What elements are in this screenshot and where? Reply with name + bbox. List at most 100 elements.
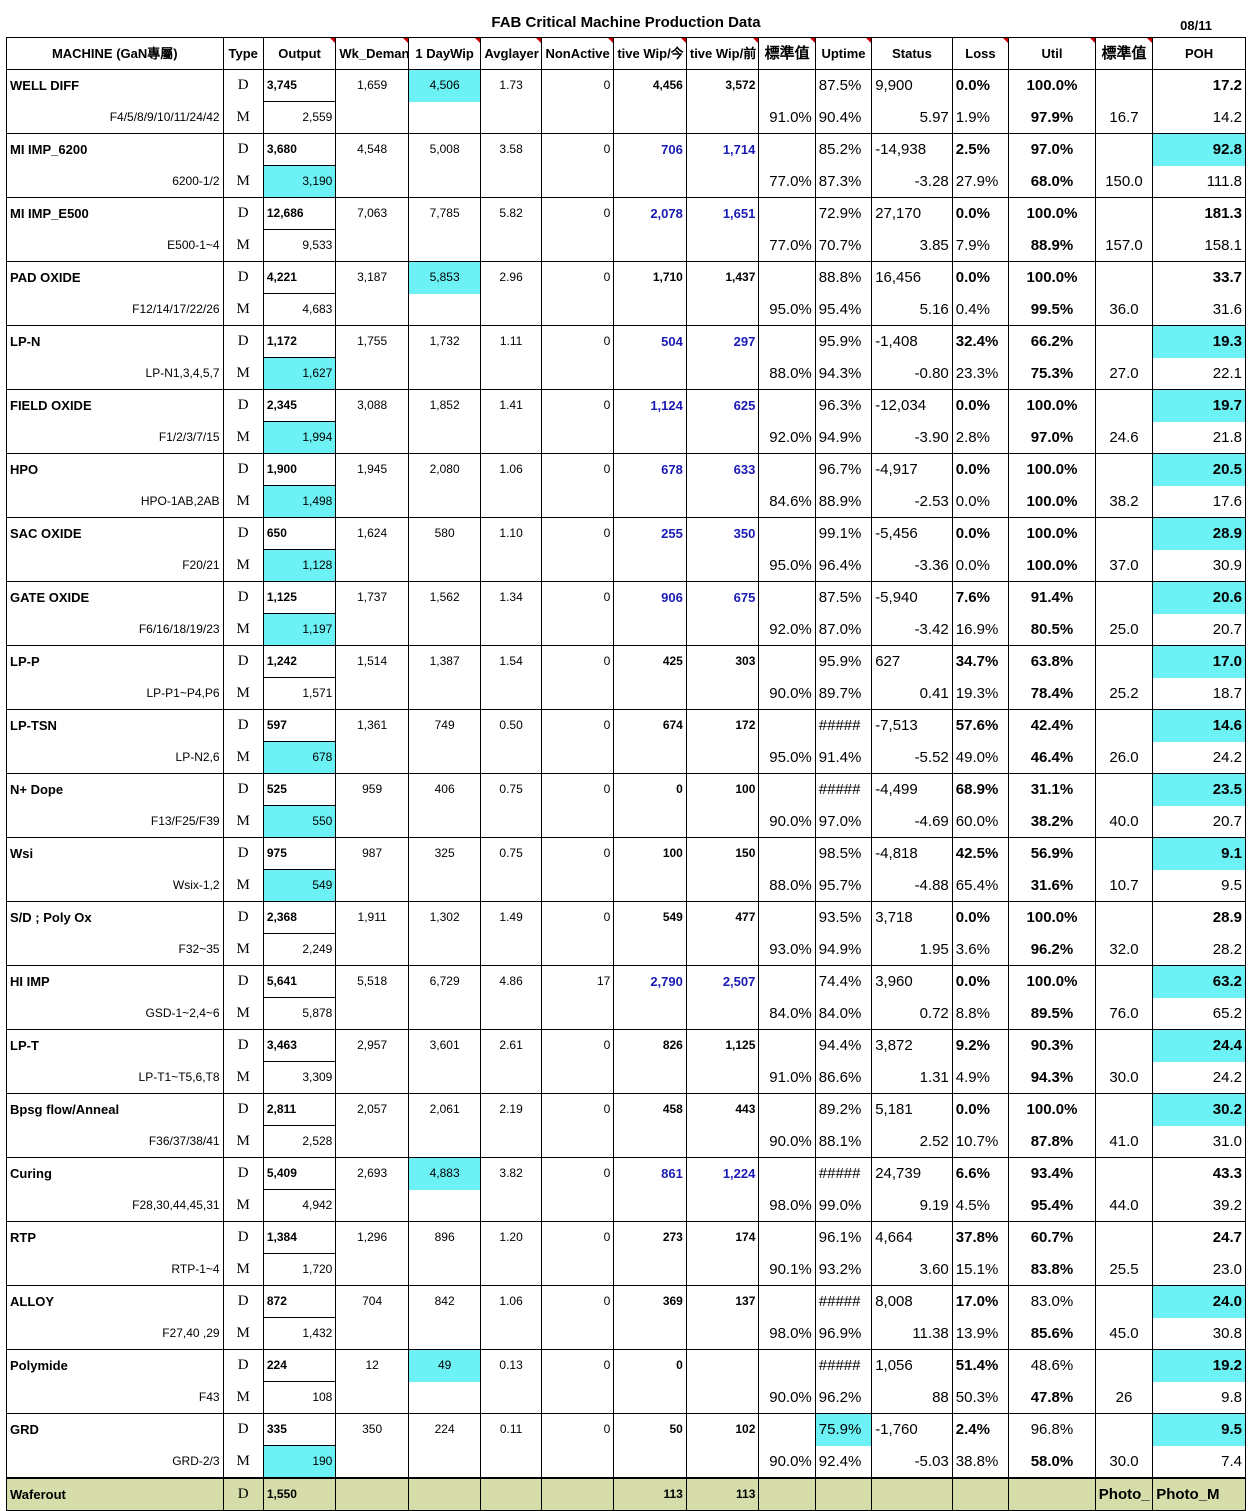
empty-cell xyxy=(480,1061,542,1094)
empty-cell xyxy=(407,1477,482,1511)
uptime-cell: 94.4% xyxy=(814,1029,873,1062)
output-cell: 2,368 xyxy=(262,901,337,934)
machine-ids: RTP-1~4 xyxy=(6,1253,224,1286)
loss-cell: 51.4% xyxy=(951,1349,1010,1382)
status-cell: -5,940 xyxy=(871,581,953,614)
machine-ids: F43 xyxy=(6,1381,224,1414)
output-cell: 550 xyxy=(262,805,337,838)
std2-cell xyxy=(1094,133,1154,166)
std2-cell: 41.0 xyxy=(1094,1125,1154,1158)
empty-cell xyxy=(613,293,687,326)
machine-ids: F1/2/3/7/15 xyxy=(6,421,224,454)
poh-cell: 24.2 xyxy=(1152,741,1246,774)
empty-cell xyxy=(335,1125,409,1158)
nonactive-cell: 0 xyxy=(540,389,615,422)
type-cell: D xyxy=(222,645,264,678)
poh-cell: 9.1 xyxy=(1152,837,1246,870)
machine-name: S/D ; Poly Ox xyxy=(6,901,224,934)
day-wip-cell: 3,601 xyxy=(407,1029,482,1062)
output-cell: 1,172 xyxy=(262,325,337,358)
machine-row-d: GATE OXIDE D 1,125 1,737 1,562 1.34 0 906 675 87.… xyxy=(6,581,1246,614)
output-cell: 3,745 xyxy=(262,69,337,102)
uptime-cell: 95.7% xyxy=(814,869,873,902)
output-cell: 108 xyxy=(262,1381,337,1414)
machine-row-d: SAC OXIDE D 650 1,624 580 1.10 0 255 350 99.1% -5,… xyxy=(6,517,1246,550)
uptime-cell: 99.1% xyxy=(814,517,873,550)
active-wip-now-cell: 273 xyxy=(613,1221,687,1254)
machine-row-m: F20/21 M 1,128 95.0% 96.4% -3.36 0.0% 100.0% 37.… xyxy=(6,549,1246,582)
empty-cell xyxy=(335,421,409,454)
active-wip-prev-cell: 1,651 xyxy=(685,197,760,230)
loss-cell: 9.2% xyxy=(951,1029,1010,1062)
active-wip-now-cell: 674 xyxy=(613,709,687,742)
uptime-cell: 84.0% xyxy=(814,997,873,1030)
uptime-cell: 75.9% xyxy=(814,1413,873,1446)
empty-cell xyxy=(335,997,409,1030)
empty-cell xyxy=(407,805,482,838)
uptime-cell: 86.6% xyxy=(814,1061,873,1094)
status-cell: 3.60 xyxy=(871,1253,953,1286)
empty-cell xyxy=(540,1253,615,1286)
uptime-cell: 96.1% xyxy=(814,1221,873,1254)
empty-cell xyxy=(685,1381,760,1414)
output-cell: 1,125 xyxy=(262,581,337,614)
active-wip-now-cell: 2,078 xyxy=(613,197,687,230)
util-cell: 75.3% xyxy=(1008,357,1096,390)
machine-row-d: HPO D 1,900 1,945 2,080 1.06 0 678 633 96.7% -4,91… xyxy=(6,453,1246,486)
uptime-cell: 95.9% xyxy=(814,645,873,678)
loss-cell: 0.0% xyxy=(951,901,1010,934)
output-cell: 1,242 xyxy=(262,645,337,678)
nonactive-cell: 0 xyxy=(540,901,615,934)
wk-demand-cell: 1,945 xyxy=(335,453,409,486)
machine-row-m: E500-1~4 M 9,533 77.0% 70.7% 3.85 7.9% 88.9% 157… xyxy=(6,229,1246,262)
active-wip-prev-cell: 625 xyxy=(685,389,760,422)
std-cell xyxy=(758,453,816,486)
machine-ids: LP-N1,3,4,5,7 xyxy=(6,357,224,390)
poh-cell: 18.7 xyxy=(1152,677,1246,710)
output-cell: 1,432 xyxy=(262,1317,337,1350)
avglayer-cell: 1.10 xyxy=(480,517,542,550)
uptime-cell: ##### xyxy=(814,1157,873,1190)
nonactive-cell: 17 xyxy=(540,965,615,998)
empty-cell xyxy=(613,1061,687,1094)
empty-cell xyxy=(480,357,542,390)
uptime-cell: 70.7% xyxy=(814,229,873,262)
machine-name: WELL DIFF xyxy=(6,69,224,102)
util-cell: 96.2% xyxy=(1008,933,1096,966)
wk-demand-cell: 350 xyxy=(335,1413,409,1446)
empty-cell xyxy=(407,1189,482,1222)
empty-cell xyxy=(951,1477,1010,1511)
empty-cell xyxy=(407,1061,482,1094)
empty-cell xyxy=(613,165,687,198)
poh-cell: 20.6 xyxy=(1152,581,1246,614)
status-cell: -5.03 xyxy=(871,1445,953,1478)
column-header: MACHINE (GaN專屬) xyxy=(6,37,224,70)
uptime-cell: 91.4% xyxy=(814,741,873,774)
empty-cell xyxy=(685,805,760,838)
type-cell: D xyxy=(222,1349,264,1382)
util-cell: 46.4% xyxy=(1008,741,1096,774)
type-cell: M xyxy=(222,1317,264,1350)
poh-cell: 92.8 xyxy=(1152,133,1246,166)
util-cell: 97.9% xyxy=(1008,101,1096,134)
uptime-cell: 87.0% xyxy=(814,613,873,646)
output-cell: 1,197 xyxy=(262,613,337,646)
wk-demand-cell: 3,088 xyxy=(335,389,409,422)
day-wip-cell: 1,852 xyxy=(407,389,482,422)
empty-cell xyxy=(480,933,542,966)
type-cell: D xyxy=(222,1029,264,1062)
machine-name: LP-T xyxy=(6,1029,224,1062)
empty-cell xyxy=(613,933,687,966)
active-wip-prev-cell: 1,714 xyxy=(685,133,760,166)
std2-cell xyxy=(1094,837,1154,870)
uptime-cell: ##### xyxy=(814,1285,873,1318)
empty-cell xyxy=(871,1477,953,1511)
std-cell xyxy=(758,197,816,230)
status-cell: 3,872 xyxy=(871,1029,953,1062)
std-cell xyxy=(758,773,816,806)
active-wip-prev-cell: 3,572 xyxy=(685,69,760,102)
type-cell: D xyxy=(222,901,264,934)
uptime-cell: 87.5% xyxy=(814,69,873,102)
status-cell: -4,917 xyxy=(871,453,953,486)
std-cell: 95.0% xyxy=(758,741,816,774)
